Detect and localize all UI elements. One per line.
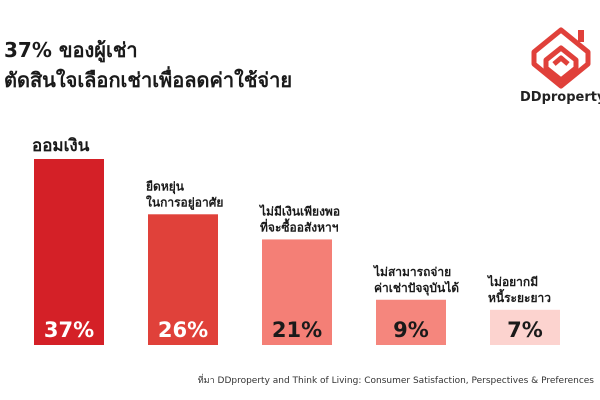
- bar-value-label-2: 26%: [158, 318, 208, 342]
- bar-value-label-1: 37%: [44, 318, 94, 342]
- category-label-3-line-1: ไม่มีเงินเพียงพอ: [258, 203, 340, 218]
- bar-value-label-4: 9%: [393, 318, 429, 342]
- ddproperty-logo-icon: [531, 27, 591, 89]
- category-label-3-line-2: ที่จะซื้ออสังหาฯ: [260, 217, 339, 234]
- bar-4: [376, 299, 446, 345]
- category-label-2-line-1: ยืดหยุ่น: [146, 179, 185, 194]
- source-note: ที่มา DDproperty and Think of Living: Co…: [197, 376, 594, 386]
- bar-3: [262, 239, 332, 345]
- bar-value-label-5: 7%: [507, 318, 543, 342]
- category-label-2-line-2: ในการอยู่อาศัย: [146, 194, 223, 210]
- bar-5: [490, 309, 560, 345]
- chart-title-line-2: ตัดสินใจเลือกเช่าเพื่อลดค่าใช้จ่าย: [4, 68, 293, 92]
- chart-title-line-1: 37% ของผู้เช่า: [4, 38, 138, 62]
- brand-name: DDproperty: [520, 90, 600, 105]
- category-label-4-line-1: ไม่สามารถจ่าย: [372, 264, 451, 279]
- category-label-5-line-2: หนี้ระยะยาว: [488, 288, 551, 305]
- category-label-5-line-1: ไม่อยากมี: [486, 274, 538, 289]
- bar-value-label-3: 21%: [272, 318, 322, 342]
- category-label-4-line-2: ค่าเช่าปัจจุบันได้: [374, 280, 459, 296]
- category-label-1-line-1: ออมเงิน: [32, 136, 90, 156]
- bar-2: [148, 214, 218, 345]
- bar-1: [34, 159, 104, 345]
